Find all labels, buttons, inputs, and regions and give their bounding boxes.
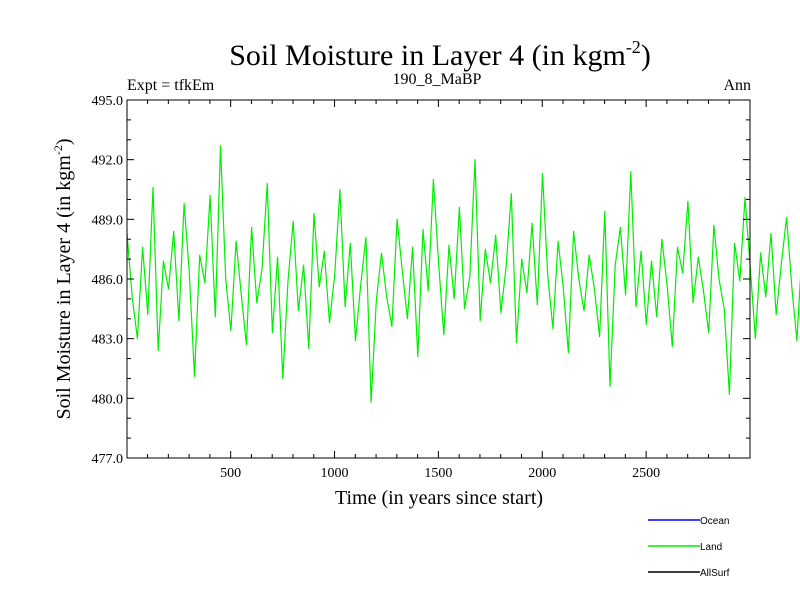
y-tick-label: 486.0 (92, 273, 124, 288)
legend-label-ocean: Ocean (700, 516, 729, 527)
y-tick-label: 495.0 (92, 94, 124, 109)
y-axis-label-superscript: -2 (51, 145, 65, 155)
expt-label: Expt = tfkEm (127, 77, 215, 94)
x-tick-label: 1500 (424, 466, 452, 481)
x-tick-label: 1000 (321, 466, 349, 481)
y-tick-label: 480.0 (92, 392, 124, 407)
y-tick-label: 483.0 (92, 333, 124, 348)
x-tick-label: 2500 (632, 466, 660, 481)
x-tick-label: 500 (220, 466, 241, 481)
x-axis-label: Time (in years since start) (335, 487, 543, 509)
ticks-layer: 500 1000 1500 2000 2500 477.0 480.0 483.0 486.0 4… (92, 94, 750, 481)
legend-label-land: Land (700, 542, 722, 553)
series-layer (126, 145, 800, 403)
y-axis-label: Soil Moisture in Layer 4 (in kgm-2) (51, 138, 75, 419)
title-superscript: -2 (626, 37, 641, 57)
legend: Ocean Land AllSurf (648, 516, 730, 579)
season-label: Ann (723, 77, 751, 94)
y-tick-label: 477.0 (92, 452, 124, 467)
legend-label-allsurf: AllSurf (700, 568, 730, 579)
y-tick-label: 489.0 (92, 213, 124, 228)
period-label: 190_8_MaBP (393, 71, 482, 88)
chart-title: Soil Moisture in Layer 4 (in kgm-2) (229, 37, 651, 72)
y-tick-label: 492.0 (92, 154, 124, 169)
x-tick-label: 2000 (528, 466, 556, 481)
series-line-land (126, 145, 800, 403)
